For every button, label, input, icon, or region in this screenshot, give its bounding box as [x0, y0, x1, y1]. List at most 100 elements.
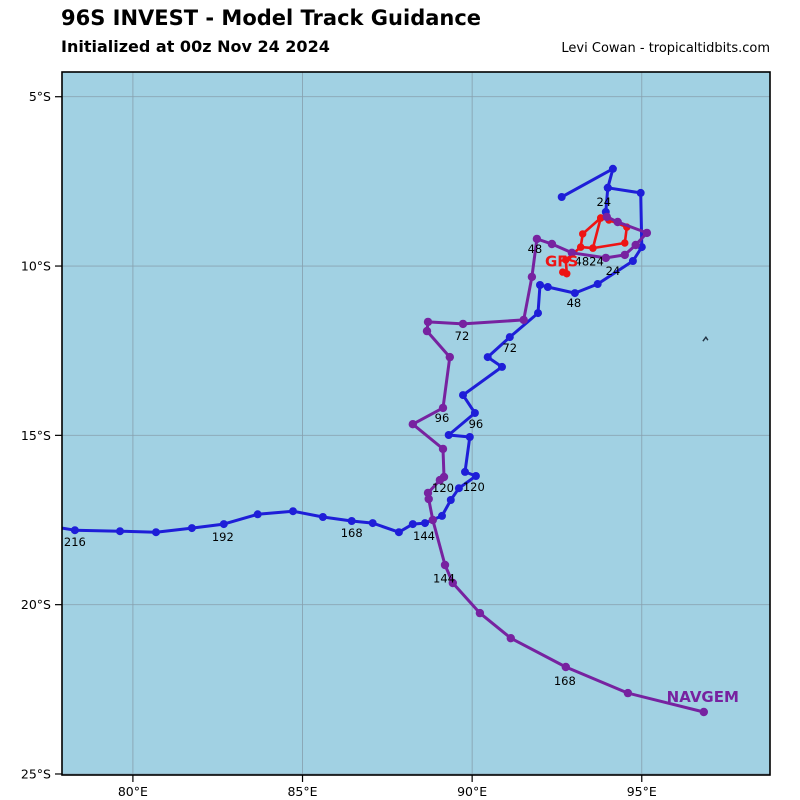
track-point-gfs: [589, 244, 597, 252]
track-point-blue-model: [253, 510, 262, 519]
ytick-label: 20°S: [21, 597, 51, 612]
ytick-label: 15°S: [21, 428, 51, 443]
track-point-navgem: [448, 578, 457, 588]
hour-label-navgem: 72: [455, 329, 470, 343]
track-point-navgem: [519, 315, 528, 325]
chart-credit: Levi Cowan - tropicaltidbits.com: [561, 41, 770, 56]
track-point-navgem: [601, 253, 610, 263]
track-point-navgem: [435, 475, 445, 485]
hour-label-blue-model: 24: [596, 195, 611, 209]
track-point-gfs: [577, 243, 585, 251]
track-point-blue-model: [471, 472, 480, 480]
track-point-blue-model: [394, 528, 403, 537]
track-point-gfs: [563, 270, 571, 278]
track-point-blue-model: [461, 467, 469, 476]
track-point-navgem: [422, 326, 432, 336]
hour-label-navgem: 120: [432, 481, 454, 495]
track-point-gfs: [579, 230, 587, 238]
hour-label-navgem: 144: [433, 571, 455, 585]
track-point-blue-model: [557, 193, 566, 201]
track-point-navgem: [623, 688, 633, 698]
track-point-blue-model: [318, 513, 327, 521]
track-point-navgem: [423, 488, 433, 498]
ytick-label: 10°S: [21, 259, 51, 274]
track-point-blue-model: [536, 281, 544, 289]
track-line-gfs: [591, 216, 602, 250]
model-label-navgem: NAVGEM: [667, 688, 739, 706]
track-point-navgem: [699, 707, 708, 717]
track-point-blue-model: [187, 524, 196, 533]
hour-label-navgem: 48: [528, 242, 543, 256]
track-point-navgem: [620, 250, 629, 260]
track-point-blue-model: [289, 507, 297, 516]
track-point-navgem: [527, 272, 537, 282]
hour-label-blue-model: 96: [469, 417, 484, 431]
track-point-blue-model: [608, 164, 617, 173]
hour-label-blue-model: 168: [341, 526, 363, 540]
stray-mark: [702, 335, 709, 342]
track-point-navgem: [438, 444, 448, 454]
track-point-blue-model: [70, 526, 79, 535]
track-point-navgem: [440, 560, 450, 570]
track-point-blue-model: [543, 283, 552, 291]
track-point-blue-model: [470, 409, 479, 417]
track-point-blue-model: [421, 519, 429, 528]
track-point-navgem: [567, 248, 577, 257]
xtick-label: 90°E: [457, 784, 487, 799]
hour-label-blue-model: 24: [606, 264, 621, 278]
track-point-blue-model: [628, 257, 637, 265]
track-point-blue-model: [116, 527, 124, 536]
chart-subtitle: Initialized at 00z Nov 24 2024: [61, 37, 330, 56]
track-point-navgem: [532, 234, 542, 244]
track-line-blue-model: [560, 167, 615, 214]
track-point-blue-model: [603, 183, 612, 192]
hour-label-blue-model: 72: [502, 341, 517, 355]
hour-label-navgem: 96: [435, 411, 450, 425]
track-point-navgem: [602, 212, 611, 222]
track-point-navgem: [438, 403, 448, 413]
model-label-gfs: GFS: [545, 253, 578, 271]
tracks-layer: 24244872961201441681922164824GFS48729612…: [62, 164, 739, 717]
xtick-label: 85°E: [287, 784, 317, 799]
map-border: [61, 71, 771, 776]
track-point-blue-model: [347, 517, 356, 525]
track-point-navgem: [613, 217, 622, 227]
track-point-navgem: [408, 420, 417, 429]
track-point-navgem: [428, 515, 437, 525]
track-point-blue-model: [465, 433, 474, 441]
track-point-blue-model: [636, 188, 645, 197]
track-point-blue-model: [408, 520, 417, 529]
track-point-blue-model: [446, 496, 455, 504]
track-point-gfs: [621, 239, 629, 247]
track-point-blue-model: [444, 431, 453, 439]
track-point-blue-model: [454, 484, 463, 493]
track-point-blue-model: [219, 520, 228, 529]
track-point-navgem: [642, 228, 652, 238]
track-point-navgem: [424, 494, 433, 504]
hour-label-blue-model: 192: [212, 530, 234, 544]
track-point-navgem: [458, 319, 468, 329]
track-point-blue-model: [438, 511, 446, 520]
track-point-navgem: [475, 608, 485, 618]
track-point-gfs: [597, 214, 605, 222]
ytick-label: 5°S: [29, 89, 51, 104]
track-point-blue-model: [498, 362, 506, 371]
hour-label-navgem: 168: [554, 674, 576, 688]
track-point-gfs: [562, 256, 570, 264]
track-point-blue-model: [368, 519, 377, 528]
track-point-navgem: [547, 239, 557, 249]
track-point-navgem: [506, 634, 515, 643]
ytick-label: 25°S: [21, 766, 51, 781]
track-point-navgem: [423, 317, 433, 327]
track-point-blue-model: [483, 353, 492, 362]
track-point-navgem: [561, 662, 570, 672]
track-point-blue-model: [570, 289, 579, 298]
track-point-blue-model: [593, 280, 602, 288]
track-point-blue-model: [152, 528, 160, 537]
xtick-label: 95°E: [627, 784, 657, 799]
track-point-blue-model: [459, 391, 467, 400]
hour-label-gfs: 4824: [575, 254, 604, 268]
hour-label-blue-model: 120: [463, 480, 485, 494]
